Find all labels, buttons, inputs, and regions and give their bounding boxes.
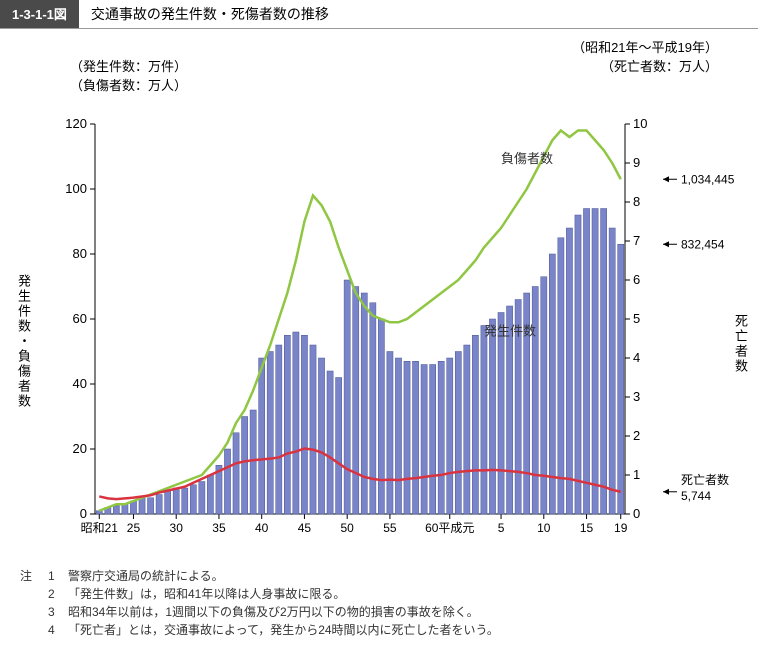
footnote-num: 1 <box>48 567 68 585</box>
footnote-text: 「発生件数」は，昭和41年以降は人身事故に限る。 <box>68 585 345 603</box>
svg-text:25: 25 <box>127 521 141 535</box>
svg-text:35: 35 <box>212 521 226 535</box>
svg-text:55: 55 <box>383 521 397 535</box>
svg-text:8: 8 <box>633 194 640 209</box>
footnote-num: 4 <box>48 621 68 639</box>
svg-text:120: 120 <box>65 116 87 131</box>
svg-text:5: 5 <box>633 311 640 326</box>
svg-text:昭和21: 昭和21 <box>81 521 119 535</box>
footnote-row: 注 1 警察庁交通局の統計による。 <box>20 567 738 585</box>
chart-svg: 020406080100120012345678910昭和21253035404… <box>0 94 758 554</box>
svg-text:死亡者数: 死亡者数 <box>681 472 729 487</box>
svg-text:負傷者数: 負傷者数 <box>501 151 553 166</box>
footnote-num: 3 <box>48 603 68 621</box>
svg-text:30: 30 <box>170 521 184 535</box>
svg-text:4: 4 <box>633 350 640 365</box>
footnote-lead: 注 <box>20 567 48 585</box>
svg-text:832,454: 832,454 <box>681 237 725 251</box>
chart-area: 発生件数・負傷者数 死亡者数 0204060801001200123456789… <box>0 94 758 559</box>
svg-text:5: 5 <box>498 521 505 535</box>
svg-text:40: 40 <box>73 376 87 391</box>
svg-text:7: 7 <box>633 233 640 248</box>
svg-text:5,744: 5,744 <box>681 489 711 503</box>
y-right-title: 死亡者数 <box>731 314 750 374</box>
svg-text:1,034,445: 1,034,445 <box>681 172 735 186</box>
footnote-row: 2 「発生件数」は，昭和41年以降は人身事故に限る。 <box>20 585 738 603</box>
svg-text:10: 10 <box>537 521 551 535</box>
svg-text:6: 6 <box>633 272 640 287</box>
period-label: （昭和21年～平成19年） <box>0 37 758 56</box>
footnote-text: 「死亡者」とは，交通事故によって，発生から24時間以内に死亡した者をいう。 <box>68 621 499 639</box>
right-axis-unit: （死亡者数：万人） <box>601 56 718 94</box>
svg-text:20: 20 <box>73 441 87 456</box>
svg-text:3: 3 <box>633 389 640 404</box>
footnote-text: 警察庁交通局の統計による。 <box>68 567 224 585</box>
footnote-num: 2 <box>48 585 68 603</box>
figure-header: 1-3-1-1図 交通事故の発生件数・死傷者数の推移 <box>0 0 758 29</box>
svg-text:50: 50 <box>340 521 354 535</box>
figure-number: 1-3-1-1図 <box>0 0 79 28</box>
footnote-row: 3 昭和34年以前は，1週間以下の負傷及び2万円以下の物的損害の事故を除く。 <box>20 603 738 621</box>
svg-text:60平成元: 60平成元 <box>425 521 474 535</box>
svg-text:0: 0 <box>633 506 640 521</box>
svg-text:100: 100 <box>65 181 87 196</box>
axis-unit-labels: （発生件数：万件） （負傷者数：万人） （死亡者数：万人） <box>0 56 758 94</box>
figure-title: 交通事故の発生件数・死傷者数の推移 <box>79 0 758 28</box>
footnotes: 注 1 警察庁交通局の統計による。 2 「発生件数」は，昭和41年以降は人身事故… <box>0 559 758 659</box>
svg-text:10: 10 <box>633 116 647 131</box>
footnote-row: 4 「死亡者」とは，交通事故によって，発生から24時間以内に死亡した者をいう。 <box>20 621 738 639</box>
svg-text:1: 1 <box>633 467 640 482</box>
left-axis-units: （発生件数：万件） （負傷者数：万人） <box>70 56 187 94</box>
svg-text:0: 0 <box>80 506 87 521</box>
footnote-text: 昭和34年以前は，1週間以下の負傷及び2万円以下の物的損害の事故を除く。 <box>68 603 479 621</box>
svg-text:45: 45 <box>298 521 312 535</box>
svg-text:2: 2 <box>633 428 640 443</box>
y-left-title: 発生件数・負傷者数 <box>14 274 33 409</box>
svg-text:60: 60 <box>73 311 87 326</box>
svg-text:発生件数: 発生件数 <box>484 323 536 338</box>
svg-text:9: 9 <box>633 155 640 170</box>
svg-text:19: 19 <box>614 521 628 535</box>
svg-text:15: 15 <box>580 521 594 535</box>
svg-text:80: 80 <box>73 246 87 261</box>
svg-text:40: 40 <box>255 521 269 535</box>
